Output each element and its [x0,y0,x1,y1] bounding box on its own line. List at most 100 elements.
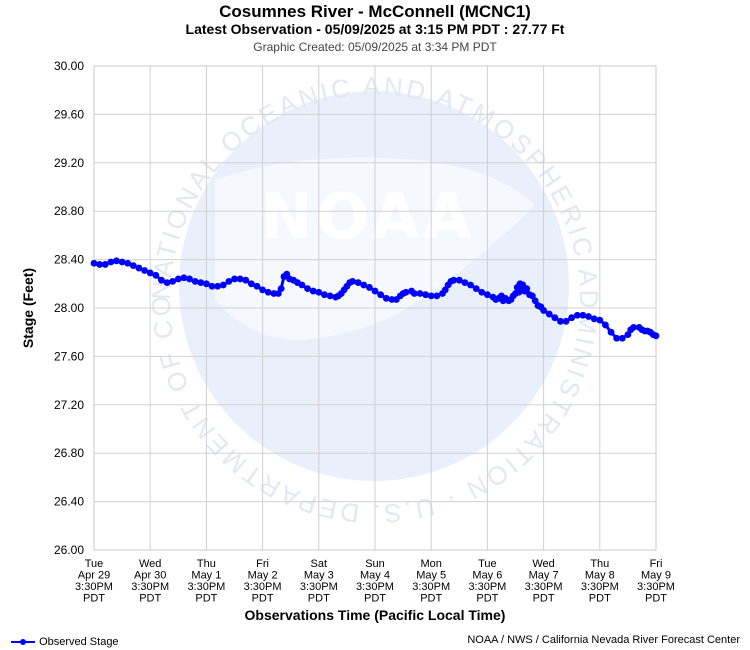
x-tick-label: Tue [85,558,104,570]
y-tick-label: 26.80 [54,446,84,460]
data-point [146,269,154,277]
data-point [562,317,570,325]
data-point [455,276,463,284]
data-point [96,261,104,268]
data-point [264,288,272,296]
y-tick-label: 28.40 [54,253,84,267]
y-tick-label: 26.40 [54,495,84,509]
data-point [180,274,188,282]
data-point [101,261,109,268]
data-point [545,310,553,318]
data-point [315,288,323,296]
data-point [197,279,205,286]
data-point [551,314,559,322]
x-tick-label: PDT [589,593,611,605]
data-point [618,334,626,342]
data-point [259,286,266,294]
data-point [410,290,418,297]
x-tick-label: 3:30PM [131,581,169,593]
data-point [90,259,98,267]
data-point [596,316,604,324]
x-tick-label: Apr 29 [78,570,110,582]
data-point [113,257,120,265]
data-point [231,275,238,283]
x-tick-label: Sat [311,558,328,570]
data-point [602,321,609,329]
x-tick-label: 3:30PM [244,581,282,593]
data-point [590,315,598,323]
data-point [152,271,160,279]
y-axis: 26.00 26.40 26.80 27.20 27.60 28.00 28.40 28.80… [54,59,84,557]
data-point [208,282,216,290]
noaa-watermark: NOAA NATIONAL OCEANIC AND ATMOSPHERIC AD… [0,0,601,529]
x-tick-label: PDT [645,593,667,605]
x-tick-label: PDT [83,593,105,605]
data-point [118,258,126,266]
data-point [630,323,637,331]
x-tick-label: 3:30PM [412,581,450,593]
data-point [568,314,576,322]
data-point [225,277,233,285]
x-tick-label: PDT [476,593,498,605]
data-point [472,285,480,293]
data-point [371,287,379,295]
x-tick-label: Wed [532,558,554,570]
legend-label: Observed Stage [39,636,119,648]
x-tick-label: PDT [364,593,386,605]
grid [93,65,657,551]
x-tick-label: Thu [590,558,609,570]
x-tick-label: 3:30PM [300,581,338,593]
data-point [277,285,285,293]
data-point [169,277,177,285]
data-point [309,287,317,295]
data-point [107,258,115,266]
x-tick-label: PDT [420,593,442,605]
legend: Observed Stage [10,636,119,648]
data-point [186,275,193,283]
data-point [321,291,328,299]
x-tick-label: Wed [139,558,161,570]
graphic-created: Graphic Created: 05/09/2025 at 3:34 PM P… [253,40,497,54]
data-point [214,282,222,290]
x-tick-label: May 7 [529,570,559,582]
x-tick-label: May 8 [585,570,615,582]
x-tick-label: May 2 [248,570,278,582]
data-point [422,291,429,299]
data-point [242,276,250,284]
data-point [573,311,581,319]
data-point [557,317,564,325]
chart-title: Cosumnes River - McConnell (MCNC1) [219,2,531,21]
data-point [191,277,199,285]
x-tick-label: PDT [139,593,161,605]
x-tick-label: 3:30PM [75,581,113,593]
x-tick-label: 3:30PM [637,581,675,593]
data-point [377,291,385,299]
data-point [607,328,615,336]
x-tick-label: May 9 [641,570,671,582]
data-point [540,307,547,314]
data-point [247,280,255,288]
data-point [478,288,486,296]
data-point [304,285,311,293]
data-point [360,281,368,289]
latest-observation: Latest Observation - 05/09/2025 at 3:15 … [185,21,565,37]
data-point [461,279,469,286]
x-tick-label: 3:30PM [356,581,394,593]
data-point [579,311,587,319]
data-point [416,290,424,297]
x-tick-label: 3:30PM [187,581,225,593]
data-point [382,294,390,302]
data-point [402,288,410,296]
data-point [253,282,261,290]
x-tick-label: 3:30PM [525,581,563,593]
data-point [326,292,334,300]
x-tick-label: PDT [308,593,330,605]
y-tick-label: 30.00 [54,59,84,73]
y-tick-label: 28.80 [54,204,84,218]
watermark-logo-text: NOAA [261,180,476,253]
data-point [129,262,137,270]
data-point [163,279,171,286]
data-point [450,276,458,284]
x-tick-label: PDT [195,593,217,605]
